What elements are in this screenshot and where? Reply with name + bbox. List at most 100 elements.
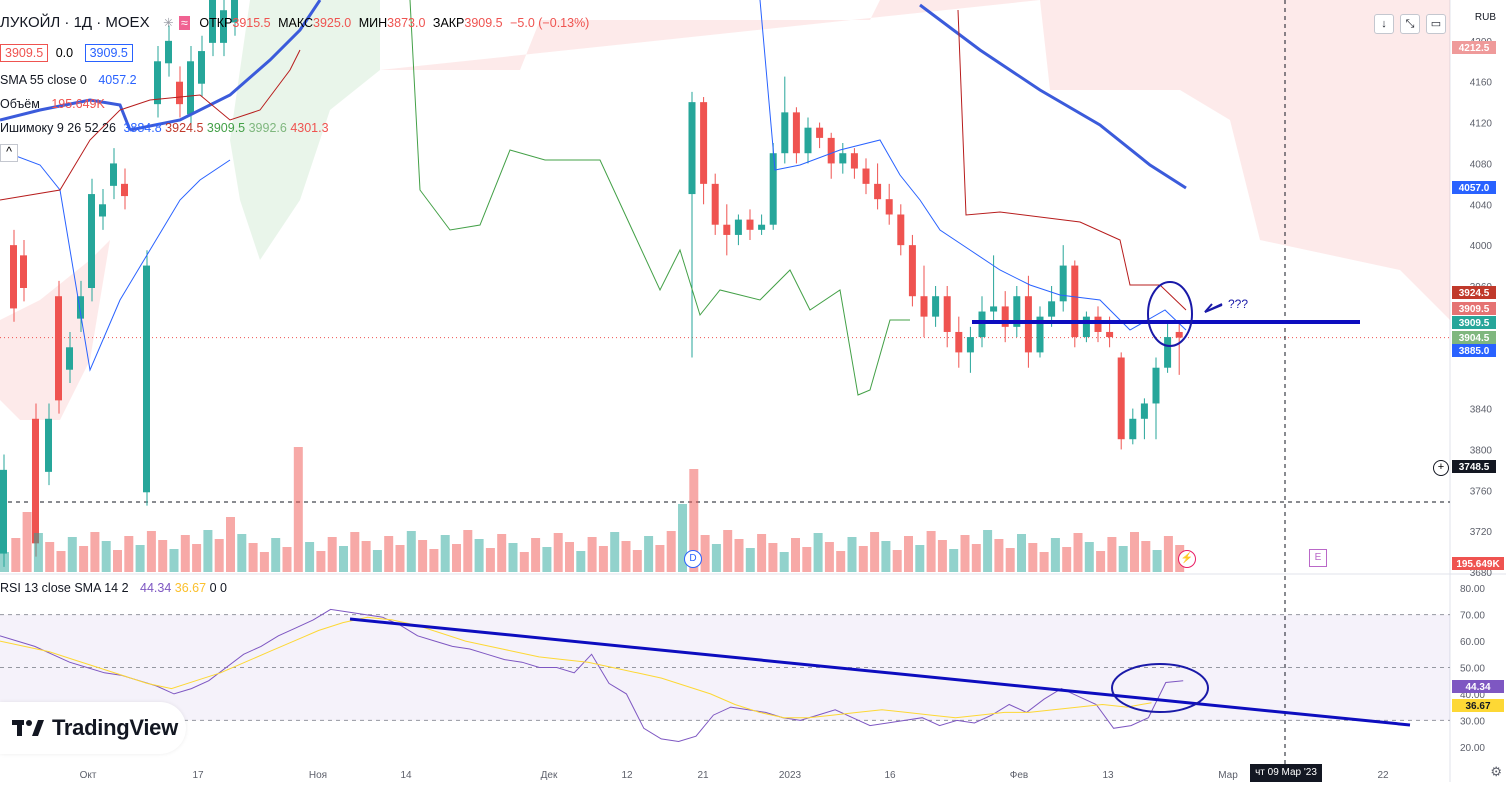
volume-bar — [259, 552, 269, 572]
price-axis-label-bg — [1452, 302, 1496, 315]
candle-body — [55, 296, 62, 401]
volume-bar — [632, 550, 642, 572]
volume-bar — [406, 531, 416, 572]
volume-bar — [463, 530, 473, 572]
candle-body — [1001, 306, 1009, 327]
candle-body — [1059, 265, 1067, 302]
candle-body — [839, 153, 847, 164]
volume-bar — [293, 447, 303, 572]
volume-bar — [531, 538, 541, 572]
collapse-legend-button[interactable]: ^ — [0, 144, 18, 162]
volume-bar — [971, 544, 981, 572]
candle-body — [990, 306, 998, 312]
candle-body — [1106, 331, 1114, 338]
ichimoku-legend[interactable]: Ишимоку 9 26 52 26 3884.8 3924.5 3909.5 … — [0, 121, 329, 135]
earnings-marker[interactable]: E — [1309, 549, 1327, 567]
event-bolt-icon[interactable]: ⚡ — [1178, 550, 1196, 568]
volume-bar — [836, 551, 846, 572]
volume-bar — [565, 542, 574, 572]
volume-bar — [384, 536, 394, 572]
bid-box[interactable]: 3909.5 — [0, 44, 49, 62]
candle-body — [955, 331, 963, 353]
rsi-extra-2: 0 — [220, 581, 227, 595]
x-tick-label: 17 — [192, 770, 204, 781]
sma-line-left — [129, 0, 322, 132]
candle-body — [77, 296, 84, 319]
volume-bar — [598, 546, 608, 572]
candle-body — [1175, 331, 1183, 338]
volume-legend[interactable]: Объём 195.649K — [0, 97, 105, 111]
volume-bar — [169, 549, 179, 572]
compare-icon[interactable]: ≈ — [179, 16, 190, 30]
volume-bar — [237, 534, 247, 572]
ichimoku-base-left — [0, 49, 301, 201]
candle-body — [804, 127, 812, 154]
volume-bar — [113, 550, 122, 572]
x-tick-label: Дек — [541, 770, 558, 781]
volume-bar — [485, 548, 495, 572]
volume-bar — [1039, 552, 1049, 572]
price-tick-label: 3800 — [1470, 445, 1493, 456]
rsi-legend[interactable]: RSI 13 close SMA 14 2 44.34 36.67 0 0 — [0, 581, 227, 595]
volume-bar — [135, 545, 145, 572]
candle-body — [943, 296, 951, 332]
ohlc-close: ЗАКР3909.5 — [433, 16, 503, 30]
ichimoku-lead-a: 3992.6 — [248, 121, 287, 135]
settings-gear-icon[interactable]: ⚙ — [1490, 764, 1502, 779]
candle-body — [920, 296, 928, 317]
candle-body — [1013, 296, 1021, 327]
candle-body — [1071, 265, 1079, 338]
rsi-tick-label: 80.00 — [1460, 584, 1485, 595]
rsi-tick-label: 70.00 — [1460, 611, 1485, 622]
bid-ask-legend: 3909.5 0.0 3909.5 — [0, 44, 133, 62]
volume-bar — [824, 542, 834, 572]
rsi-sma-axis-label: 36.67 — [1465, 701, 1490, 712]
volume-bar — [1141, 541, 1151, 572]
candle-body — [966, 337, 974, 353]
currency-label[interactable]: RUB — [1474, 12, 1496, 23]
settings-icon[interactable]: ✳ — [163, 16, 174, 30]
volume-bar — [745, 548, 755, 572]
candle-body — [1164, 337, 1172, 368]
symbol-title[interactable]: ЛУКОЙЛ · 1Д · MOEX — [0, 14, 150, 31]
volume-bar — [1062, 547, 1072, 572]
price-axis-label: 3924.5 — [1459, 288, 1490, 299]
annotation-circle-price — [1147, 281, 1193, 347]
ichimoku-lagging: 3909.5 — [206, 121, 246, 135]
volume-bar — [180, 535, 190, 572]
volume-bar — [350, 532, 360, 572]
candle-body — [688, 102, 696, 195]
volume-bar — [11, 538, 21, 572]
candle-body — [187, 61, 194, 115]
rsi-tick-label: 30.00 — [1460, 716, 1485, 727]
volume-bar — [858, 546, 868, 572]
volume-bar — [655, 545, 665, 572]
tradingview-logo[interactable]: TradingView — [0, 702, 186, 754]
volume-bar — [791, 538, 800, 572]
crosshair-date: чт 09 Мар '23 — [1250, 764, 1322, 782]
candle-body — [932, 296, 940, 317]
ohlc-open: ОТКР3915.5 — [199, 16, 270, 30]
restore-icon[interactable]: ▭ — [1426, 14, 1446, 34]
move-down-icon[interactable]: ↓ — [1374, 14, 1394, 34]
sma-legend[interactable]: SMA 55 close 0 4057.2 — [0, 73, 137, 87]
candle-body — [1129, 418, 1137, 440]
price-axis-label: 3904.5 — [1459, 333, 1490, 344]
candle-body — [66, 347, 73, 370]
dividend-marker[interactable]: D — [684, 550, 702, 568]
annotation-arrow-shaft — [1204, 303, 1223, 313]
volume-bar — [610, 532, 620, 572]
volume-bar — [497, 534, 507, 572]
add-alert-icon[interactable]: + — [1433, 460, 1449, 476]
x-tick-label: Фев — [1010, 770, 1028, 781]
rsi-value: 44.34 — [140, 581, 172, 595]
ask-box[interactable]: 3909.5 — [84, 44, 133, 62]
volume-bar — [519, 552, 529, 572]
volume-bar — [1028, 543, 1038, 572]
candle-body — [1094, 316, 1102, 332]
volume-bar — [90, 532, 100, 572]
maximize-icon[interactable]: ⤡ — [1400, 14, 1420, 34]
candle-body — [1117, 357, 1125, 440]
